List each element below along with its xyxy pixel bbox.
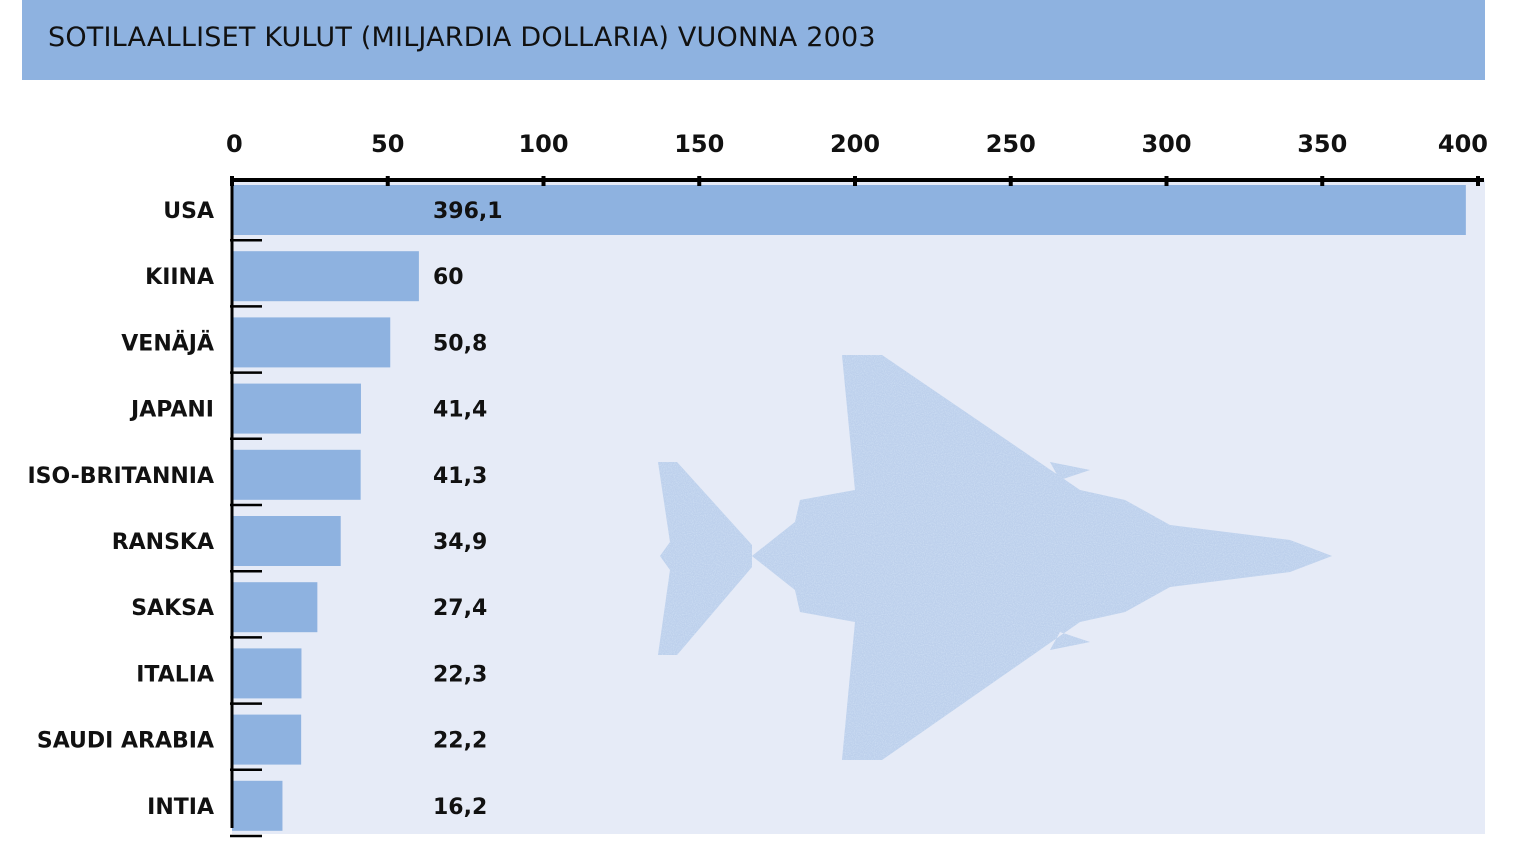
x-tick-label-7: 350: [1297, 130, 1347, 158]
value-label-6: 27,4: [433, 596, 487, 621]
value-label-1: 60: [433, 265, 464, 290]
x-tick-label-4: 200: [830, 130, 880, 158]
title-bar: SOTILAALLISET KULUT (MILJARDIA DOLLARIA)…: [22, 0, 1485, 80]
category-label-6: SAKSA: [131, 596, 214, 621]
value-label-9: 16,2: [433, 795, 487, 820]
bar-0: [232, 185, 1466, 235]
x-tick-label-0: 0: [226, 130, 243, 158]
x-tick-label-2: 100: [518, 130, 568, 158]
value-label-2: 50,8: [433, 331, 487, 356]
value-label-8: 22,2: [433, 729, 487, 754]
category-label-2: VENÄJÄ: [121, 330, 214, 356]
category-label-0: USA: [163, 199, 214, 224]
jet-silhouette-texture: [658, 355, 1332, 760]
category-label-9: INTIA: [147, 795, 214, 820]
bar-3: [232, 383, 361, 434]
x-tick-label-3: 150: [674, 130, 724, 158]
category-label-8: SAUDI ARABIA: [37, 729, 214, 754]
value-label-7: 22,3: [433, 662, 487, 687]
category-label-5: RANSKA: [112, 530, 214, 555]
bar-1: [232, 251, 419, 302]
bar-9: [232, 780, 283, 831]
bar-6: [232, 582, 318, 633]
value-label-4: 41,3: [433, 464, 487, 489]
bar-7: [232, 648, 302, 699]
x-tick-label-8: 400: [1438, 130, 1488, 158]
x-tick-label-6: 300: [1141, 130, 1191, 158]
category-label-4: ISO-BRITANNIA: [27, 464, 214, 489]
category-label-3: JAPANI: [129, 398, 214, 423]
x-tick-label-1: 50: [371, 130, 404, 158]
bar-2: [232, 317, 391, 368]
bar-5: [232, 516, 341, 566]
fighter-jet-silhouette: [658, 355, 1332, 760]
value-label-0: 396,1: [433, 199, 503, 224]
bar-8: [232, 714, 302, 765]
bar-4: [232, 449, 361, 500]
category-label-7: ITALIA: [136, 662, 214, 687]
chart-title: SOTILAALLISET KULUT (MILJARDIA DOLLARIA)…: [48, 22, 876, 53]
value-label-5: 34,9: [433, 530, 487, 555]
value-label-3: 41,4: [433, 398, 487, 423]
x-tick-label-5: 250: [986, 130, 1036, 158]
category-label-1: KIINA: [145, 265, 214, 290]
